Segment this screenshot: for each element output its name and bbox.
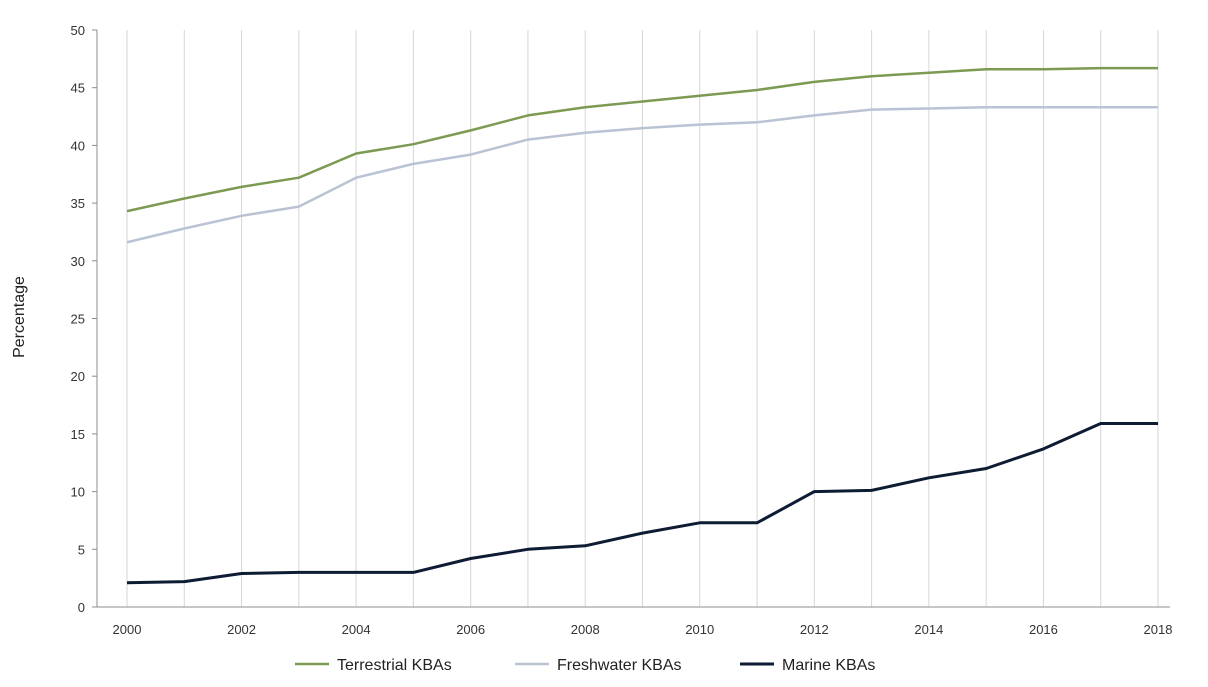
x-tick-label: 2000 (113, 622, 142, 637)
y-tick-label: 30 (71, 254, 85, 269)
axes (96, 30, 1170, 608)
y-tick-label: 25 (71, 312, 85, 327)
gridlines (126, 30, 1159, 607)
x-tick-label: 2004 (342, 622, 371, 637)
series-line-freshwater-kbas (126, 106, 1158, 244)
y-tick-label: 50 (71, 23, 85, 38)
x-tick-label: 2002 (227, 622, 256, 637)
legend-label: Marine KBAs (782, 657, 875, 674)
y-tick-labels: 0 5 10 15 20 25 30 35 40 45 50 (71, 23, 97, 615)
x-tick-label: 2008 (571, 622, 600, 637)
y-tick-label: 40 (71, 138, 85, 153)
x-tick-label: 2010 (685, 622, 714, 637)
x-tick-label: 2012 (800, 622, 829, 637)
y-tick-label: 5 (78, 542, 85, 557)
y-tick-label: 10 (71, 485, 85, 500)
series-line-terrestrial-kbas (126, 66, 1158, 213)
legend: Terrestrial KBAs Freshwater KBAs Marine KB… (295, 657, 875, 674)
legend-label: Terrestrial KBAs (337, 657, 452, 674)
x-tick-labels: 2000 2002 2004 2006 2008 2010 2012 2014 2016 2018 (113, 622, 1173, 637)
x-tick-label: 2016 (1029, 622, 1058, 637)
y-axis-title: Percentage (11, 276, 28, 358)
y-tick-label: 45 (71, 81, 85, 96)
y-tick-label: 20 (71, 369, 85, 384)
series-line-marine-kbas (126, 422, 1158, 585)
y-tick-label: 15 (71, 427, 85, 442)
legend-label: Freshwater KBAs (557, 657, 681, 674)
y-tick-label: 35 (71, 196, 85, 211)
y-tick-label: 0 (78, 600, 85, 615)
x-tick-label: 2014 (914, 622, 943, 637)
x-tick-label: 2018 (1144, 622, 1173, 637)
x-tick-label: 2006 (456, 622, 485, 637)
series-lines (126, 66, 1158, 585)
